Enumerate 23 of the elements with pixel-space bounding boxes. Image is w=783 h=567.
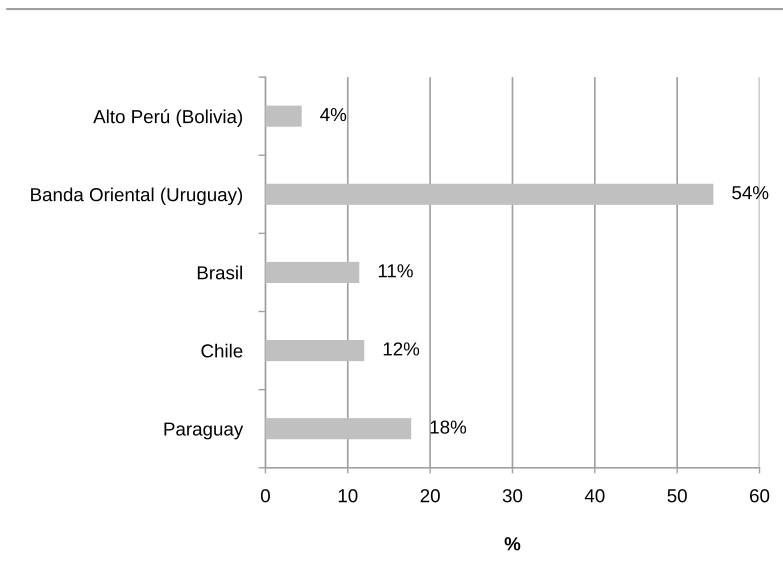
- bar: [265, 418, 412, 440]
- bar: [265, 340, 364, 362]
- data-label: 4%: [320, 108, 346, 122]
- x-tick-label: 30: [502, 489, 522, 502]
- bar: [265, 184, 714, 205]
- bar: [265, 106, 302, 127]
- data-label: 18%: [430, 420, 466, 434]
- bar: [265, 262, 360, 283]
- y-tick-label: Banda Oriental (Uruguay): [31, 188, 242, 205]
- x-tick-label: 40: [584, 489, 605, 502]
- y-tick-label: Paraguay: [164, 422, 244, 440]
- data-label: 54%: [732, 186, 768, 200]
- y-tick-label: Alto Perú (Bolivia): [93, 109, 242, 127]
- x-axis-title: %: [504, 537, 520, 550]
- y-tick-label: Brasil: [198, 266, 242, 280]
- x-tick-label: 20: [420, 489, 440, 502]
- data-label: 11%: [378, 264, 413, 278]
- x-tick-label: 0: [260, 489, 270, 502]
- data-label: 12%: [384, 342, 420, 356]
- x-tick-label: 10: [338, 489, 358, 502]
- y-tick-label: Chile: [201, 344, 242, 358]
- x-tick-label: 60: [750, 489, 770, 502]
- x-tick-label: 50: [667, 489, 687, 502]
